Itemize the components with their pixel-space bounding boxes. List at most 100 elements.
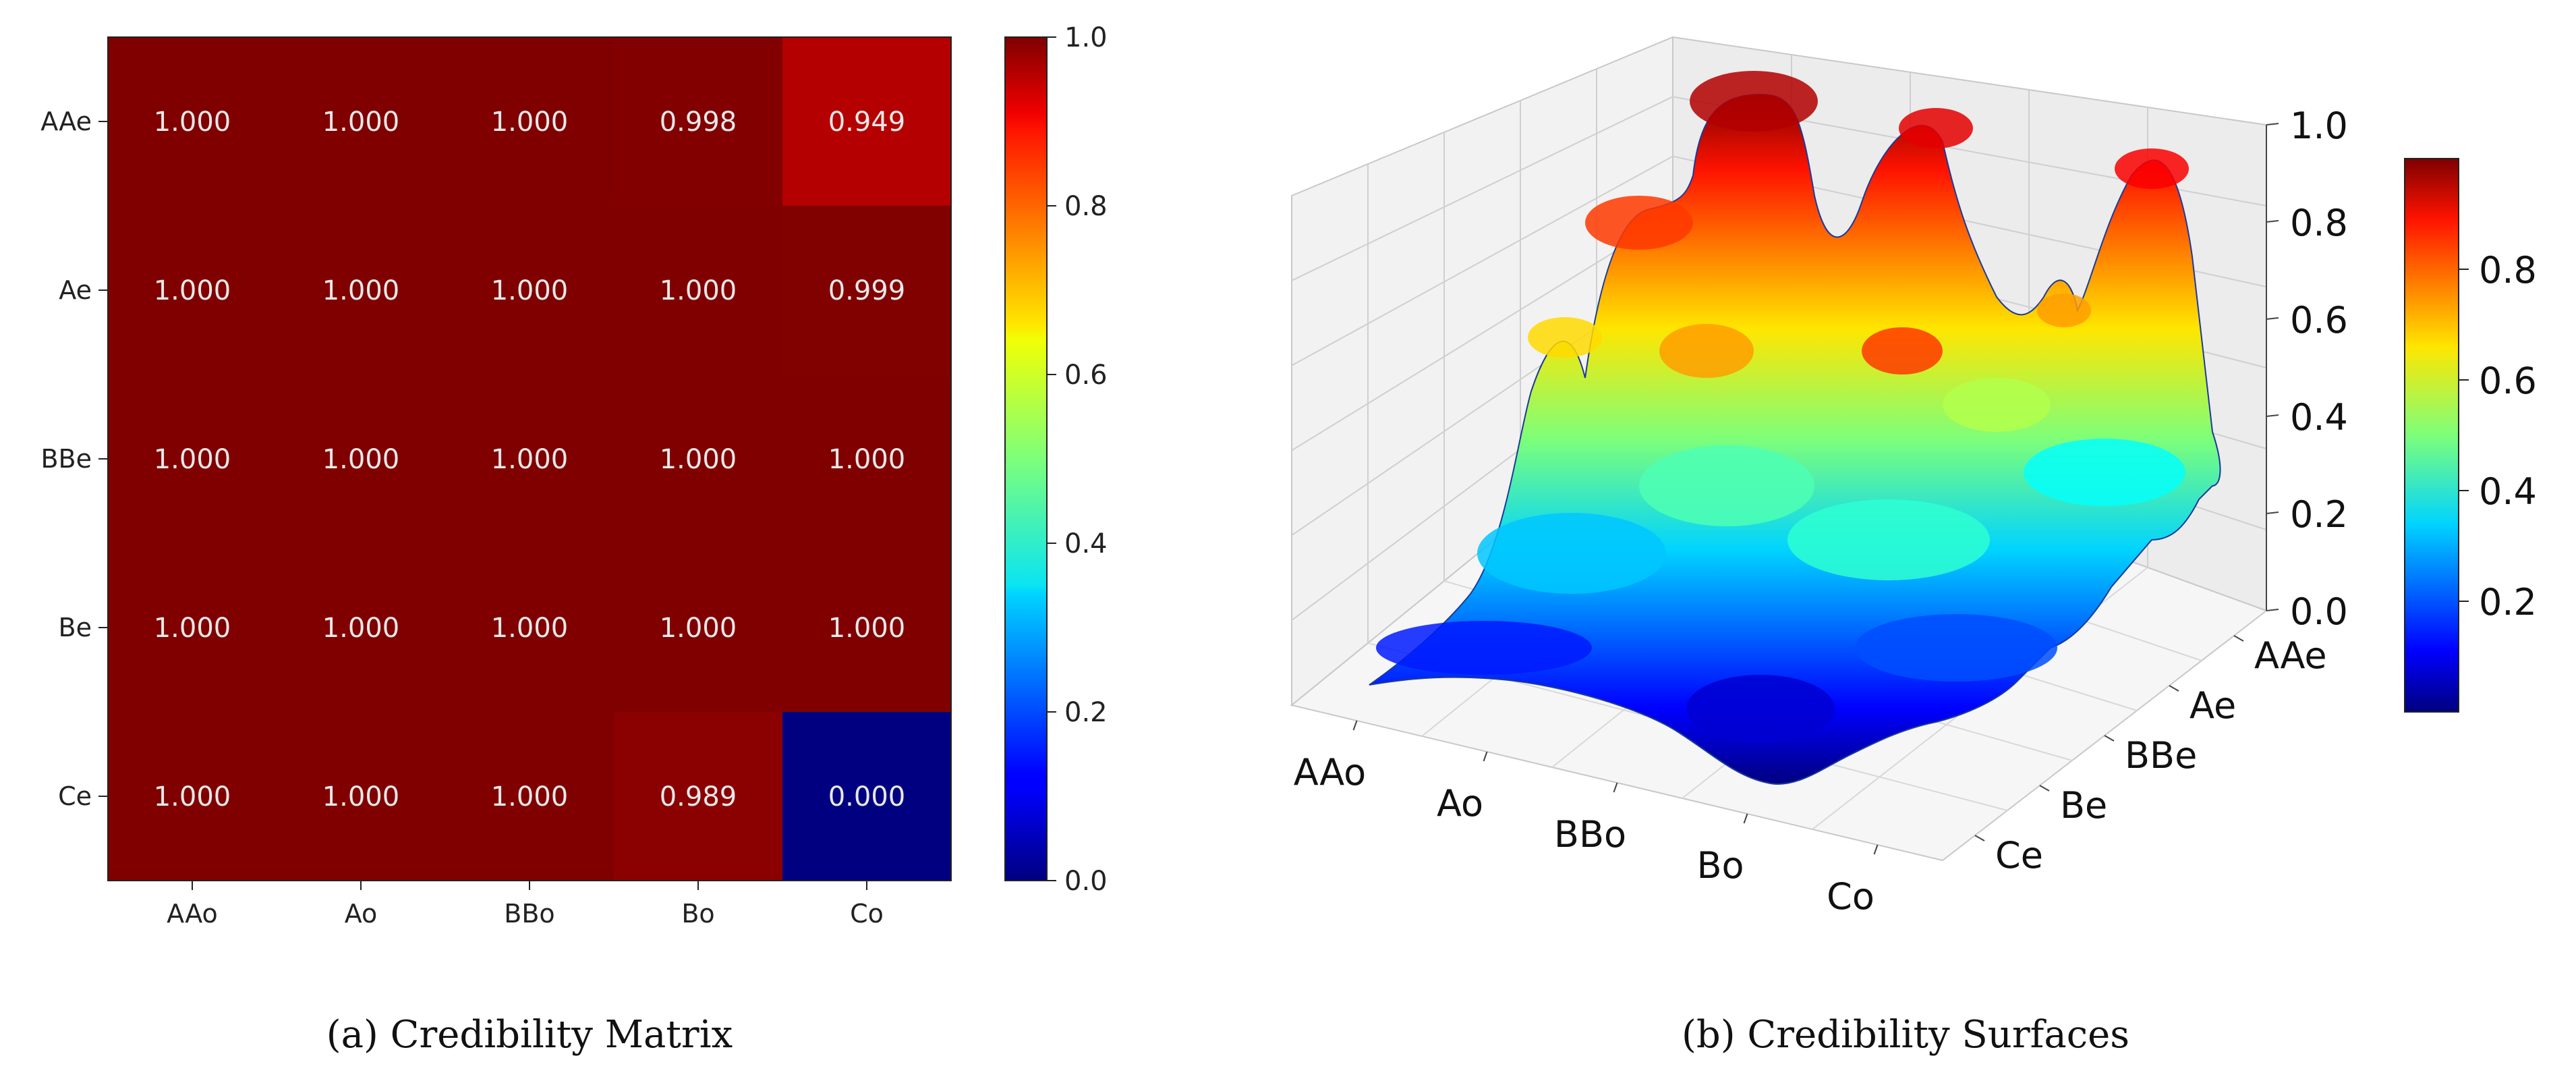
heatmap-cell-value: 0.998 xyxy=(660,107,737,138)
heatmap-cell xyxy=(782,37,952,206)
heatmap-cell xyxy=(445,375,614,544)
surface-colorbar-tick-label: 0.8 xyxy=(2479,249,2537,292)
surface-z-tick-mark xyxy=(2266,511,2279,514)
heatmap-cell xyxy=(445,543,614,713)
surface-colorbar-tick-label: 0.4 xyxy=(2479,470,2537,513)
heatmap-cell xyxy=(782,206,952,375)
surface-z-tick-mark xyxy=(2266,609,2279,611)
heatmap-cell-value: 1.000 xyxy=(660,275,737,306)
heatmap-cell xyxy=(108,37,277,206)
heatmap-cell xyxy=(108,375,277,544)
surface-x-tick-mark xyxy=(1352,720,1358,731)
surface-z-tick-mark xyxy=(2266,414,2279,417)
surface-x-tick-mark xyxy=(1743,813,1748,824)
heatmap-cell-value: 1.000 xyxy=(322,107,400,138)
surface-y-tick-mark xyxy=(2233,635,2244,642)
surface-colorbar-ticks: 0.2 0.4 0.6 0.8 xyxy=(2459,249,2537,624)
surface-x-tick-label: Ao xyxy=(1437,782,1483,825)
surface-peak xyxy=(1585,196,1693,250)
heatmap-cell-value: 1.000 xyxy=(154,613,231,644)
heatmap-y-tick-label: AAe xyxy=(40,107,92,136)
heatmap-x-tick-label: Co xyxy=(850,899,884,929)
credibility-surface xyxy=(1369,93,2221,785)
heatmap-cell-value: 0.999 xyxy=(828,275,906,306)
heatmap-cell xyxy=(277,712,446,881)
surface-peak xyxy=(1639,445,1814,526)
heatmap-x-tick-label: Ao xyxy=(345,899,378,929)
heatmap-cell-value: 0.949 xyxy=(828,107,906,138)
heatmap-cell xyxy=(782,543,952,713)
heatmap-cell-value: 1.000 xyxy=(491,107,569,138)
heatmap-cell xyxy=(782,712,952,881)
heatmap-cell-value: 1.000 xyxy=(322,613,400,644)
heatmap-colorbar-ticks: 0.0 0.2 0.4 0.6 0.8 1.0 xyxy=(1047,22,1108,897)
heatmap-colorbar-tick-label: 0.0 xyxy=(1064,866,1108,897)
surface-y-tick-mark xyxy=(1974,835,1985,841)
heatmap-cell xyxy=(108,206,277,375)
surface-y-tick-label: AAe xyxy=(2254,634,2327,677)
heatmap-x-axis: AAo Ao BBo Bo Co xyxy=(167,881,884,929)
surface-peak xyxy=(1477,513,1666,594)
surface-peak xyxy=(1787,499,1990,580)
grid-line xyxy=(1291,96,2267,281)
heatmap-cells xyxy=(108,37,952,881)
surface-y-tick-label: BBe xyxy=(2125,734,2197,777)
heatmap-cell xyxy=(614,712,783,881)
heatmap-cell-labels: 1.000 1.000 1.000 0.998 0.949 1.000 1.000 1.000… xyxy=(154,107,906,812)
surface-z-tick-mark xyxy=(2266,317,2279,320)
surface-peak xyxy=(1686,675,1835,742)
surface-x-axis: AAo Ao BBo Bo Co xyxy=(1294,720,1879,918)
heatmap-cell xyxy=(108,712,277,881)
heatmap-cell xyxy=(277,375,446,544)
surface-peak xyxy=(1862,327,1943,375)
heatmap-colorbar-tick-label: 0.2 xyxy=(1064,697,1108,728)
heatmap-cell xyxy=(277,543,446,713)
heatmap-cell-value: 1.000 xyxy=(491,613,569,644)
surface-z-axis: 0.0 0.2 0.4 0.6 0.8 1.0 xyxy=(2266,105,2348,633)
heatmap-cell xyxy=(445,712,614,881)
surface-x-tick-mark xyxy=(1613,782,1618,793)
heatmap-cell-value: 1.000 xyxy=(322,444,400,475)
heatmap-cell xyxy=(614,37,783,206)
heatmap-cell xyxy=(445,206,614,375)
surface-z-tick-label: 0.6 xyxy=(2290,299,2348,341)
heatmap-y-tick-label: Ae xyxy=(59,275,92,305)
heatmap-cell-value: 1.000 xyxy=(491,781,569,812)
heatmap-cell-value: 1.000 xyxy=(828,613,906,644)
surface-z-tick-label: 0.2 xyxy=(2290,493,2348,536)
heatmap-cell-value: 1.000 xyxy=(491,444,569,475)
grid-line xyxy=(1291,155,2267,366)
surface-z-tick-label: 0.4 xyxy=(2290,396,2348,439)
heatmap-x-tick-label: AAo xyxy=(167,899,218,929)
heatmap-cell-value: 1.000 xyxy=(154,781,231,812)
heatmap-cell xyxy=(782,375,952,544)
surface-peak xyxy=(1528,317,1602,358)
heatmap-y-axis: AAe Ae BBe Be Ce xyxy=(40,107,108,811)
surface-y-tick-label: Ce xyxy=(1995,834,2043,877)
surface-y-tick-label: Be xyxy=(2060,784,2107,827)
heatmap-cell-value: 0.000 xyxy=(828,781,906,812)
surface-peak xyxy=(1855,614,2057,682)
surface-z-tick-label: 0.0 xyxy=(2290,590,2348,633)
surface-peak xyxy=(1690,71,1818,132)
surface-peak xyxy=(1943,378,2051,432)
heatmap-x-tick-label: BBo xyxy=(504,899,554,929)
heatmap-colorbar-tick-label: 0.6 xyxy=(1064,360,1108,391)
heatmap-x-tick-label: Bo xyxy=(681,899,714,929)
surface-peaks xyxy=(1376,71,2189,742)
surface-peak xyxy=(2037,294,2091,327)
heatmap-cell-value: 1.000 xyxy=(154,275,231,306)
heatmap-cell xyxy=(614,206,783,375)
surface-peak xyxy=(1376,621,1592,675)
heatmap-cell-value: 1.000 xyxy=(660,444,737,475)
heatmap-cell xyxy=(277,206,446,375)
heatmap-colorbar-tick-label: 0.4 xyxy=(1064,528,1108,559)
surface-x-tick-label: Co xyxy=(1827,875,1874,918)
surface-colorbar xyxy=(2404,158,2459,713)
heatmap-y-tick-label: Ce xyxy=(58,781,92,811)
surface-y-tick-label: Ae xyxy=(2189,684,2236,727)
heatmap-cell-value: 1.000 xyxy=(828,444,906,475)
heatmap-colorbar xyxy=(1004,36,1048,881)
